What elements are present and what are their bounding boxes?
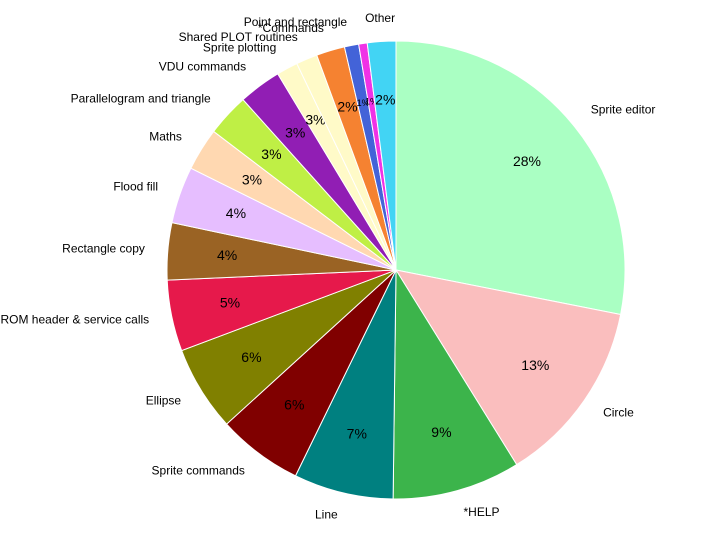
pie-slice-label: VDU commands bbox=[159, 60, 246, 74]
pie-pct-label: 5% bbox=[220, 295, 240, 311]
pie-slice-label: Sprite commands bbox=[152, 464, 245, 478]
pie-slice-sprite-editor bbox=[395, 40, 626, 316]
pie-pct-label: 3% bbox=[285, 125, 305, 141]
pie-slice-label: Flood fill bbox=[113, 179, 158, 193]
pie-slice-label: ROM header & service calls bbox=[0, 313, 149, 327]
pie-slice-circle bbox=[394, 269, 622, 466]
pie-pct-label: 2% bbox=[375, 92, 395, 108]
pie-slice-label: Rectangle copy bbox=[62, 242, 145, 256]
pie-slice-label: Parallelogram and triangle bbox=[71, 91, 211, 105]
pie-pct-label: 13% bbox=[521, 357, 549, 373]
pie-pct-label: 1% bbox=[357, 98, 370, 108]
pie-pct-label: 2% bbox=[337, 98, 357, 114]
pie-pct-label: 6% bbox=[284, 396, 304, 412]
pie-slice-label: *HELP bbox=[464, 505, 500, 519]
pie-pct-label: 28% bbox=[513, 153, 541, 169]
pie-slice-help bbox=[392, 268, 518, 500]
pie-slice-label: Maths bbox=[149, 129, 182, 143]
pie-slice-label: Circle bbox=[603, 406, 634, 420]
pie-pct-label: 3% bbox=[305, 112, 325, 128]
pie-slice-label: Other bbox=[365, 11, 395, 25]
pie-slice-label: Sprite plotting bbox=[203, 41, 276, 55]
pie-slice-line bbox=[294, 269, 397, 500]
pie-slice-label: Point and rectangle bbox=[244, 15, 348, 29]
pie-slice-label: Ellipse bbox=[146, 394, 182, 408]
pie-pct-label: 4% bbox=[226, 205, 246, 221]
pie-slice-label: Shared PLOT routines bbox=[179, 30, 298, 44]
pie-pct-label: 6% bbox=[241, 349, 261, 365]
pie-pct-label: 1% bbox=[365, 97, 378, 107]
pie-slice-label: *Commands bbox=[258, 21, 324, 35]
pie-slice-label: Line bbox=[315, 507, 338, 521]
pie-pct-label: 4% bbox=[217, 247, 237, 263]
pie-pct-label: 9% bbox=[431, 424, 451, 440]
pie-slice-other bbox=[366, 40, 397, 271]
pie-pct-label: 7% bbox=[347, 426, 367, 442]
pie-pct-label: 3% bbox=[261, 146, 281, 162]
pie-pct-label: 3% bbox=[242, 171, 262, 187]
pie-slice-label: Sprite editor bbox=[591, 102, 656, 116]
